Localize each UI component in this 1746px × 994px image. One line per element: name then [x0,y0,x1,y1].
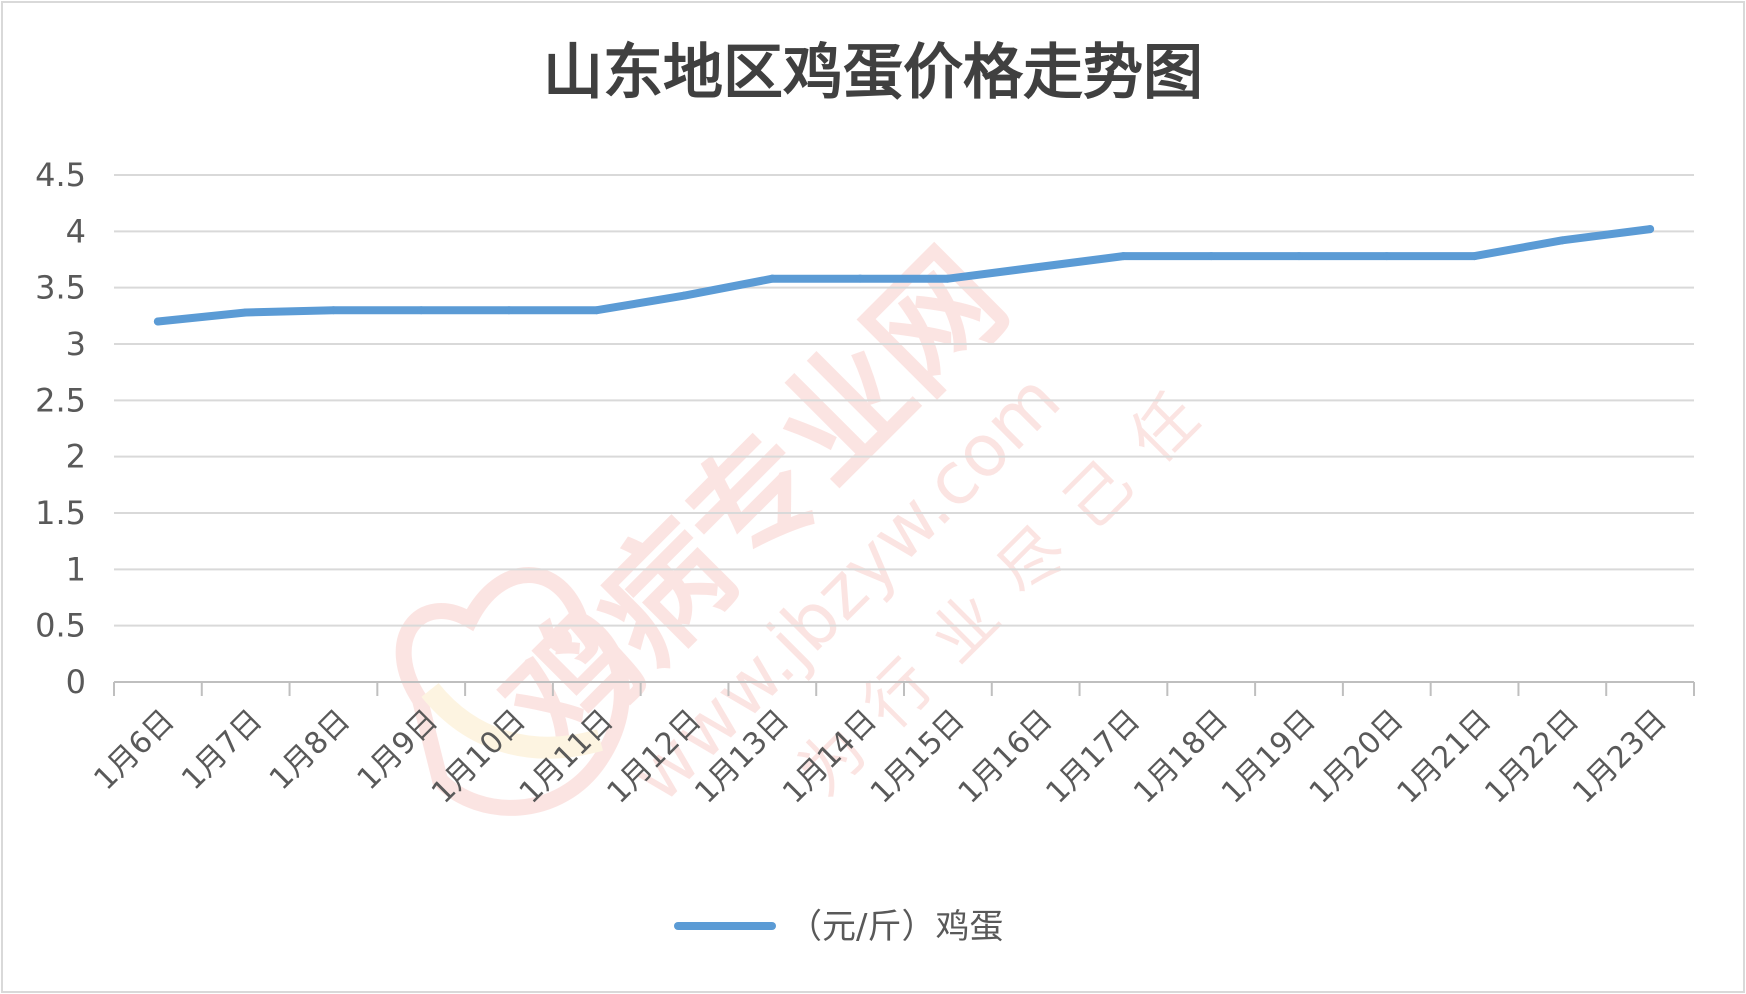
x-tick-label: 1月8日 [263,703,357,797]
data-point [1031,263,1040,272]
data-point [943,274,952,283]
data-point [417,306,426,315]
y-axis-tick-labels: 0 0.5 1 1.5 2 2.5 3 3.5 4 4.5 [35,156,86,701]
x-tick-label: 1月16日 [952,703,1060,811]
data-point [1558,236,1567,245]
x-axis [113,681,1695,696]
x-tick-label: 1月20日 [1303,703,1411,811]
data-point [768,274,777,283]
data-point [153,317,162,326]
data-point [680,291,689,300]
y-tick-label: 0.5 [35,607,86,645]
y-tick-label: 3 [66,325,86,363]
data-point [856,274,865,283]
y-tick-label: 2 [66,438,86,476]
data-point [1119,252,1128,261]
data-point [1470,252,1479,261]
y-tick-label: 4.5 [35,156,86,194]
data-point [1382,252,1391,261]
x-tick-label: 1月6日 [87,703,181,797]
y-tick-label: 1.5 [35,494,86,532]
y-tick-label: 4 [66,212,86,250]
data-point [1646,225,1655,234]
chart-title: 山东地区鸡蛋价格走势图 [543,38,1203,108]
chart-legend: （元/斤）鸡蛋 [674,907,1003,947]
data-point [329,306,338,315]
watermark-chicken-logo [395,567,630,816]
x-tick-label: 1月17日 [1039,703,1147,811]
series-lines [153,225,1655,326]
x-tick-label: 1月19日 [1215,703,1323,811]
y-tick-label: 2.5 [35,381,86,419]
y-tick-label: 0 [66,663,86,701]
x-tick-label: 1月7日 [175,703,269,797]
y-gridlines [114,174,1694,627]
data-point [592,306,601,315]
series-line [153,225,1655,326]
legend-label: （元/斤）鸡蛋 [788,907,1003,947]
x-tick-label: 1月21日 [1391,703,1499,811]
data-point [1207,252,1216,261]
data-point [505,306,513,315]
data-point [241,308,250,317]
y-tick-label: 3.5 [35,269,86,307]
y-tick-label: 1 [66,550,86,588]
data-point [1295,252,1303,261]
x-tick-label: 1月23日 [1566,703,1674,811]
x-tick-label: 1月22日 [1478,703,1586,811]
x-tick-label: 1月18日 [1127,703,1235,811]
